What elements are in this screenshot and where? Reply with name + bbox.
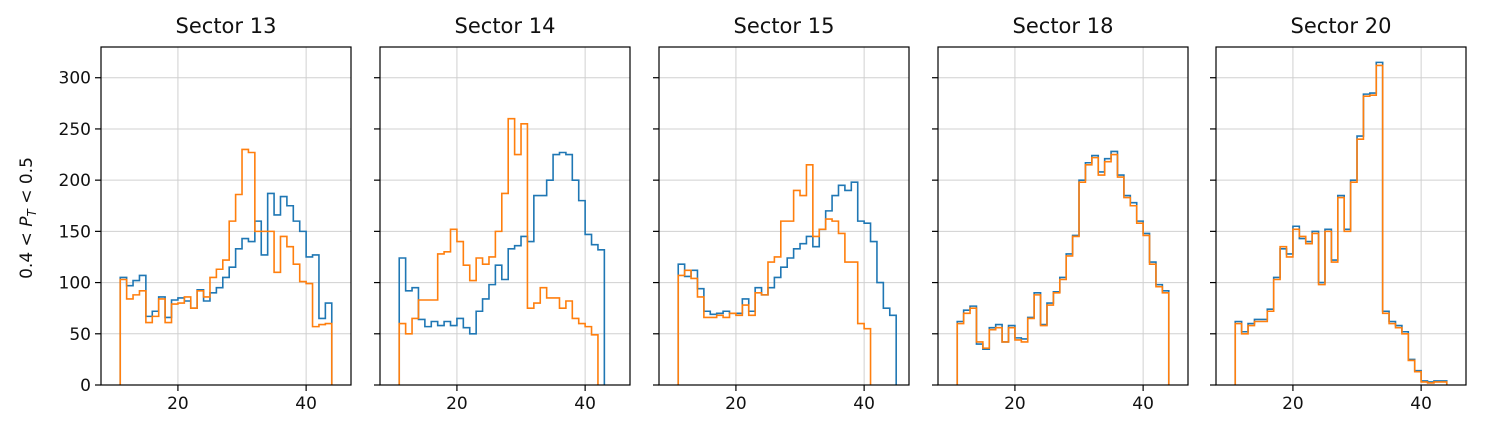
- panel-5: Sector 20 20 40: [1210, 14, 1467, 414]
- axes-frame: [379, 46, 631, 386]
- panel-title: Sector 18: [1013, 14, 1114, 38]
- x-tick-label: 20: [446, 394, 468, 414]
- x-tick-label: 40: [853, 394, 875, 414]
- histogram-series-2: [1234, 64, 1448, 385]
- x-tick-label: 20: [1282, 394, 1304, 414]
- axes-frame: [100, 46, 352, 386]
- axes-frame: [658, 46, 910, 386]
- x-tick-label: 40: [1410, 394, 1432, 414]
- y-tick-label: 200: [59, 171, 91, 191]
- y-axis-label-symbol: P: [17, 216, 37, 227]
- histogram-series-2: [956, 153, 1170, 385]
- x-tick-label: 20: [1004, 394, 1026, 414]
- y-tick-label: 150: [59, 222, 91, 242]
- panel-title: Sector 13: [176, 14, 277, 38]
- x-tick-label: 40: [295, 394, 317, 414]
- histogram-series-2: [119, 148, 333, 385]
- axes-frame: [1215, 46, 1467, 386]
- y-tick-label: 50: [69, 325, 91, 345]
- y-axis-label-subscript: T: [25, 208, 39, 217]
- panel-3: Sector 15 20 40: [653, 14, 910, 414]
- panel-4: Sector 18 20 40: [932, 14, 1189, 414]
- y-axis-label-suffix: < 0.5: [17, 157, 37, 209]
- histogram-series-1: [1234, 61, 1448, 385]
- panel-title: Sector 20: [1291, 14, 1392, 38]
- panels: Sector 13 20 40 0 50 100 150 200 250 300 Sector 14…: [59, 14, 1467, 414]
- panel-1: Sector 13 20 40 0 50 100 150 200 250 300: [59, 14, 352, 414]
- y-axis-label: 0.4 < PT < 0.5: [17, 157, 39, 279]
- y-axis-label-prefix: 0.4 <: [17, 227, 37, 279]
- x-tick-label: 20: [167, 394, 189, 414]
- histogram-series-1: [956, 150, 1170, 385]
- panel-2: Sector 14 20 40: [374, 14, 631, 414]
- histogram-series-1: [677, 181, 897, 385]
- y-axis-label-group: 0.4 < PT < 0.5: [17, 157, 39, 279]
- panel-title: Sector 14: [455, 14, 556, 38]
- histogram-series-2: [677, 163, 872, 385]
- histogram-series-1: [119, 192, 333, 385]
- panel-title: Sector 15: [734, 14, 835, 38]
- histogram-series-2: [398, 117, 599, 385]
- x-tick-label: 40: [574, 394, 596, 414]
- x-tick-label: 40: [1132, 394, 1154, 414]
- y-tick-label: 0: [80, 376, 91, 396]
- y-tick-label: 100: [59, 274, 91, 294]
- x-tick-label: 20: [725, 394, 747, 414]
- y-tick-label: 250: [59, 120, 91, 140]
- y-tick-label: 300: [59, 69, 91, 89]
- histogram-series-1: [398, 151, 606, 385]
- axes-frame: [937, 46, 1189, 386]
